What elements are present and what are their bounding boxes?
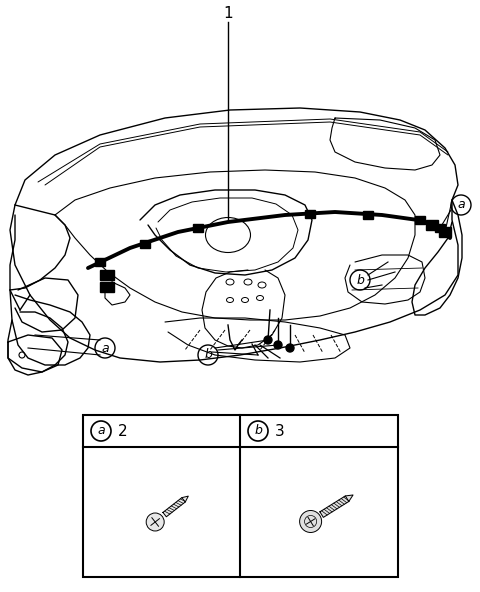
Polygon shape	[163, 498, 185, 517]
Bar	[439, 227, 451, 237]
Bar	[426, 220, 438, 230]
Circle shape	[286, 344, 294, 352]
Text: a: a	[101, 342, 109, 355]
Text: b: b	[204, 349, 212, 362]
Polygon shape	[345, 495, 353, 501]
Bar	[193, 224, 203, 232]
Bar	[435, 224, 445, 232]
Text: b: b	[356, 274, 364, 287]
Circle shape	[146, 513, 164, 531]
Text: 2: 2	[118, 423, 128, 439]
Bar	[95, 258, 105, 266]
Circle shape	[300, 510, 322, 532]
Text: a: a	[457, 198, 465, 211]
Text: b: b	[254, 424, 262, 437]
Bar	[415, 216, 425, 224]
Bar	[100, 282, 114, 292]
Bar	[363, 211, 373, 219]
Text: 3: 3	[275, 423, 285, 439]
Bar	[305, 210, 315, 218]
Polygon shape	[320, 496, 349, 517]
Bar	[140, 240, 150, 248]
Bar	[100, 270, 114, 280]
Circle shape	[274, 341, 282, 349]
Text: 1: 1	[223, 7, 233, 21]
Bar	[83, 415, 398, 577]
Text: a: a	[97, 424, 105, 437]
Polygon shape	[182, 496, 188, 502]
Circle shape	[264, 336, 272, 344]
